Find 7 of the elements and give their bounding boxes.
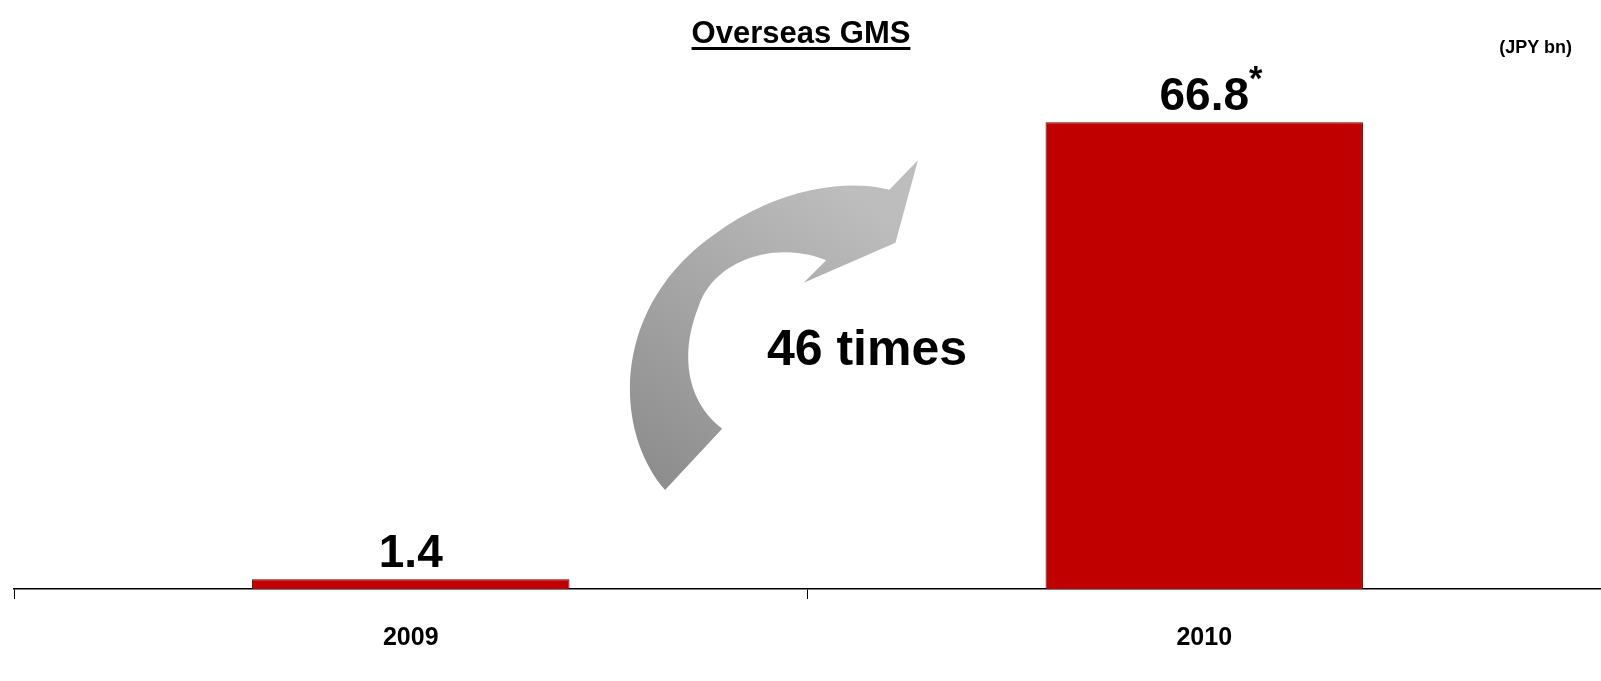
x-tick-label: 2009 — [382, 621, 439, 650]
chart-title: Overseas GMS — [691, 15, 911, 50]
data-label: 1.4 — [378, 525, 444, 578]
data-label: 66.8* — [1159, 58, 1264, 121]
annotation: 46 times — [766, 320, 968, 376]
x-tick-label: 2010 — [1176, 621, 1233, 650]
y-axis-title: (JPY bn) — [1499, 37, 1572, 57]
